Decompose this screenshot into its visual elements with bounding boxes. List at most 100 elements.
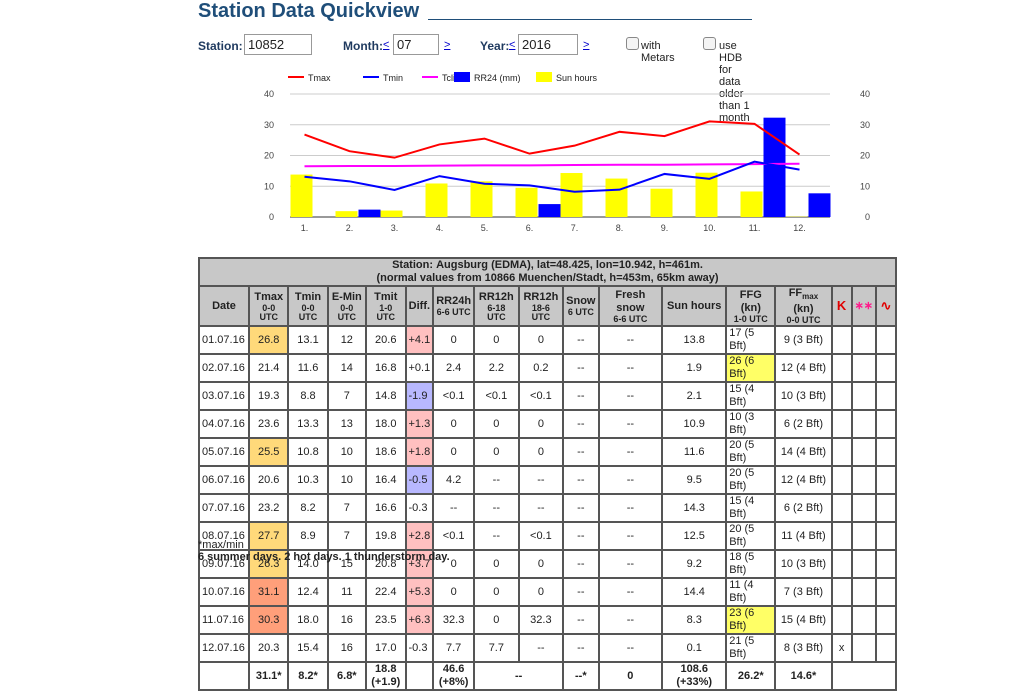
rr24-cell: 0 — [433, 578, 474, 606]
sun-hours-bar — [651, 189, 673, 217]
summary-sun-value: 108.6 — [680, 663, 708, 675]
sun-hours-bar — [561, 173, 583, 217]
sun-hours-cell: 13.8 — [662, 326, 726, 354]
tmit-cell: 16.8 — [366, 354, 405, 382]
fresh-snow-cell: -- — [599, 354, 663, 382]
column-header-sublabel: 1-0 UTC — [369, 304, 402, 322]
snow-cell: -- — [563, 606, 598, 634]
month-next-link[interactable]: > — [444, 39, 450, 51]
thunderstorm-cell — [832, 382, 852, 410]
station-label: Station: — [198, 39, 243, 53]
fresh-snow-cell: -- — [599, 382, 663, 410]
hdb-checkbox[interactable] — [703, 37, 716, 50]
sun-hours-bar — [471, 181, 493, 217]
haze-cell — [852, 466, 876, 494]
column-header-sublabel: 6-18 UTC — [477, 304, 516, 322]
summary-ffmax-value: 14.6* — [791, 670, 817, 682]
snow-cell: -- — [563, 522, 598, 550]
tmin-cell: 8.8 — [288, 382, 327, 410]
column-header-sublabel: 6 UTC — [566, 308, 595, 317]
month-prev-link[interactable]: < — [383, 39, 389, 51]
rr12-night-cell: -- — [519, 494, 564, 522]
tmit-cell: 22.4 — [366, 578, 405, 606]
summary-ffmax: 14.6* — [775, 662, 831, 690]
tmax-cell: 19.3 — [249, 382, 288, 410]
fog-cell — [876, 634, 896, 662]
rr12-night-cell: 0.2 — [519, 354, 564, 382]
tmin-cell: 10.3 — [288, 466, 327, 494]
fog-cell — [876, 326, 896, 354]
column-header-sublabel: 6-6 UTC — [436, 308, 471, 317]
y-tick-label-left: 30 — [264, 120, 274, 130]
summary-rr24-value: (+8%) — [439, 676, 469, 688]
fog-cell — [876, 438, 896, 466]
summary-rr12-value: -- — [515, 670, 522, 682]
legend-label: RR24 (mm) — [474, 73, 521, 83]
date-cell: 02.07.16 — [199, 354, 249, 382]
diff-cell: +1.8 — [406, 438, 434, 466]
summary-emin-value: 6.8* — [337, 670, 357, 682]
rr12-night-cell: 32.3 — [519, 606, 564, 634]
rr12-night-cell: <0.1 — [519, 522, 564, 550]
column-header-label: Tmin — [295, 291, 321, 303]
sun-hours-cell: 9.2 — [662, 550, 726, 578]
summary-rr24-value: 46.6 — [443, 663, 464, 675]
ffmax-cell: 10 (3 Bft) — [775, 382, 831, 410]
snow-cell: -- — [563, 382, 598, 410]
fog-icon: ∿ — [881, 298, 892, 313]
sun-hours-cell: 11.6 — [662, 438, 726, 466]
summary-rr24: 46.6(+8%) — [433, 662, 474, 690]
y-tick-label-right: 30 — [860, 120, 870, 130]
column-header-sublabel: 0-0 UTC — [252, 304, 285, 322]
emin-cell: 16 — [328, 634, 366, 662]
station-input[interactable] — [244, 34, 312, 55]
emin-cell: 10 — [328, 438, 366, 466]
fog-cell — [876, 494, 896, 522]
column-header-label: Date — [212, 300, 236, 312]
tmin-cell: 15.4 — [288, 634, 327, 662]
sun-hours-cell: 9.5 — [662, 466, 726, 494]
year-prev-link[interactable]: < — [509, 39, 515, 51]
sun-hours-bar — [426, 183, 448, 217]
rr12-night-cell: 0 — [519, 550, 564, 578]
legend-swatch-3 — [454, 72, 470, 82]
tmin-cell: 10.8 — [288, 438, 327, 466]
title-underline — [428, 19, 752, 20]
rr24-cell: <0.1 — [433, 522, 474, 550]
column-header: Diff. — [406, 286, 434, 326]
tmit-cell: 14.8 — [366, 382, 405, 410]
ffg-cell: 15 (4 Bft) — [726, 382, 775, 410]
icon-column-header: ∿ — [876, 286, 896, 326]
haze-cell — [852, 354, 876, 382]
tmax-cell: 23.2 — [249, 494, 288, 522]
column-header-sublabel: 0-0 UTC — [291, 304, 324, 322]
rr24-cell: 7.7 — [433, 634, 474, 662]
sun-hours-cell: 10.9 — [662, 410, 726, 438]
summary-emin: 6.8* — [328, 662, 366, 690]
y-tick-label-left: 10 — [264, 181, 274, 191]
ffg-cell: 11 (4 Bft) — [726, 578, 775, 606]
snow-cell: -- — [563, 410, 598, 438]
year-next-link[interactable]: > — [583, 39, 589, 51]
x-tick-label: 3. — [391, 223, 399, 233]
column-header: FFG (kn)1-0 UTC — [726, 286, 775, 326]
emin-cell: 16 — [328, 606, 366, 634]
tmax-cell: 30.3 — [249, 606, 288, 634]
legend-label: Sun hours — [556, 73, 598, 83]
haze-cell — [852, 382, 876, 410]
sun-hours-cell: 12.5 — [662, 522, 726, 550]
year-input[interactable] — [518, 34, 578, 55]
column-header-label: RR12h — [523, 291, 558, 303]
month-input[interactable] — [393, 34, 439, 55]
metars-checkbox[interactable] — [626, 37, 639, 50]
sun-hours-cell: 2.1 — [662, 382, 726, 410]
rr24-cell: -- — [433, 494, 474, 522]
ffmax-cell: 9 (3 Bft) — [775, 326, 831, 354]
emin-cell: 7 — [328, 382, 366, 410]
date-cell: 11.07.16 — [199, 606, 249, 634]
column-header: Date — [199, 286, 249, 326]
haze-cell — [852, 494, 876, 522]
